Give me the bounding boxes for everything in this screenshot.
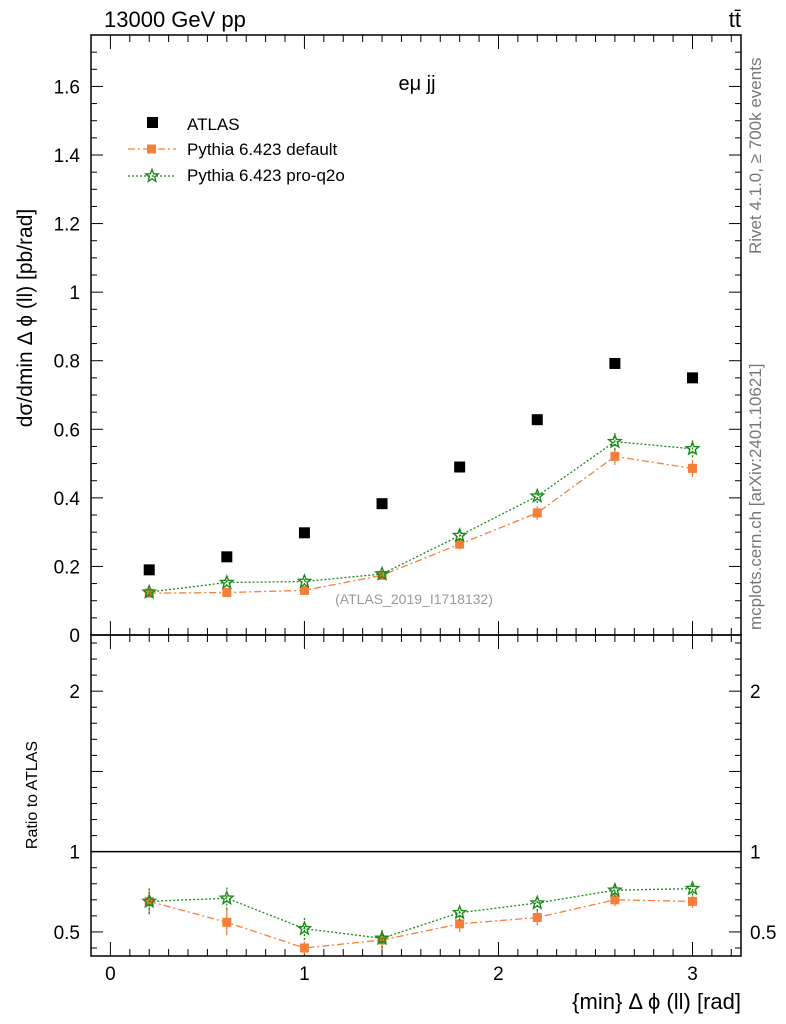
ratio-default-point xyxy=(687,896,697,906)
main-proq2o-point xyxy=(374,565,391,581)
main-y-tick-label: 0.8 xyxy=(54,352,80,373)
main-proq2o-point xyxy=(529,487,546,504)
main-default-point xyxy=(455,539,465,549)
x-tick-label: 2 xyxy=(493,964,504,985)
main-proq2o-point xyxy=(606,433,623,449)
legend: ATLAS Pythia 6.423 default Pythia 6.423 … xyxy=(128,115,345,185)
main-default-line xyxy=(149,455,693,594)
ratio-y-tick-label-right: 0.5 xyxy=(750,923,776,944)
ratio-proq2o-point xyxy=(684,880,701,896)
analysis-id: (ATLAS_2019_I1718132) xyxy=(335,591,493,607)
main-y-tick-label: 0.4 xyxy=(54,489,81,510)
ratio-panel-frame xyxy=(90,634,742,957)
main-y-tick-label: 1.2 xyxy=(54,215,80,236)
ratio-default-point xyxy=(222,917,232,927)
main-y-axis-label: dσ/dmin Δ ϕ (ll) [pb/rad] xyxy=(14,209,37,428)
main-default-point xyxy=(377,570,387,580)
rivet-version-label: Rivet 4.1.0, ≥ 700k events xyxy=(746,58,765,254)
ratio-proq2o-point xyxy=(451,904,468,920)
ratio-default-point xyxy=(610,895,620,905)
main-atlas-point xyxy=(221,551,233,563)
legend-proq2o-marker xyxy=(143,167,161,183)
main-atlas-point xyxy=(686,372,698,384)
ratio-proq2o-point xyxy=(529,894,546,910)
ratio-proq2o-point xyxy=(218,889,235,906)
legend-proq2o-label: Pythia 6.423 pro-q2o xyxy=(187,166,345,185)
legend-atlas-marker xyxy=(147,117,158,128)
ratio-y-tick-label-left: 1 xyxy=(69,843,80,864)
ratio-proq2o-point xyxy=(296,920,313,936)
x-tick-label: 3 xyxy=(687,964,698,985)
ratio-proq2o-point xyxy=(374,929,391,946)
main-default-point xyxy=(610,451,620,461)
ratio-y-tick-label-left: 0.5 xyxy=(54,923,80,944)
ratio-proq2o-line xyxy=(149,887,693,939)
main-proq2o-line xyxy=(149,440,693,593)
main-atlas-point xyxy=(143,564,155,576)
main-y-tick-label: 1.6 xyxy=(54,77,80,98)
main-atlas-point xyxy=(531,414,543,426)
main-proq2o-point xyxy=(218,574,235,590)
legend-atlas-label: ATLAS xyxy=(187,115,240,134)
main-y-tick-label: 0.6 xyxy=(54,420,80,441)
ratio-proq2o-point xyxy=(606,881,623,898)
main-proq2o-point xyxy=(684,440,701,456)
ratio-default-point xyxy=(299,943,309,953)
ratio-default-line xyxy=(149,899,693,949)
data-marks xyxy=(91,357,741,955)
main-y-tick-label: 1.4 xyxy=(54,146,81,167)
ratio-proq2o-point xyxy=(141,892,158,909)
main-default-point xyxy=(532,508,542,518)
main-default-point xyxy=(299,585,309,595)
main-y-tick-label: 1 xyxy=(69,283,80,304)
main-y-tick-label: 0 xyxy=(69,626,80,647)
main-atlas-point xyxy=(298,527,310,539)
main-default-point xyxy=(222,587,232,597)
main-proq2o-point xyxy=(141,583,158,599)
main-proq2o-point xyxy=(296,573,313,589)
process-label: tt̄ xyxy=(729,7,741,32)
legend-default-marker xyxy=(147,144,156,154)
x-tick-label: 0 xyxy=(105,964,116,985)
x-axis-label: {min} Δ ϕ (ll) [rad] xyxy=(572,989,741,1014)
main-atlas-point xyxy=(609,357,621,369)
x-tick-label: 1 xyxy=(299,964,310,985)
main-atlas-point xyxy=(376,498,388,510)
main-y-tick-label: 0.2 xyxy=(54,557,80,578)
energy-label: 13000 GeV pp xyxy=(104,7,246,32)
ratio-y-axis-label: Ratio to ATLAS xyxy=(24,741,41,849)
ratio-default-point xyxy=(532,912,542,922)
ratio-y-tick-label-left: 2 xyxy=(69,682,80,703)
main-atlas-point xyxy=(454,461,466,473)
main-default-point xyxy=(687,463,697,473)
ratio-y-tick-label-right: 2 xyxy=(750,682,761,703)
ratio-default-point xyxy=(455,919,465,929)
channel-label: eμ jj xyxy=(398,73,435,95)
mcplots-label: mcplots.cern.ch [arXiv:2401.10621] xyxy=(746,364,765,630)
axis-ticks: 0 0.2 0.4 0.6 0.8 1 1.2 1.4 1.6 0 1 2 3 0.5 0.5 1 1 2 2 xyxy=(54,35,776,985)
ratio-y-tick-label-right: 1 xyxy=(750,843,761,864)
legend-default-label: Pythia 6.423 default xyxy=(187,140,338,159)
main-proq2o-point xyxy=(451,527,468,543)
